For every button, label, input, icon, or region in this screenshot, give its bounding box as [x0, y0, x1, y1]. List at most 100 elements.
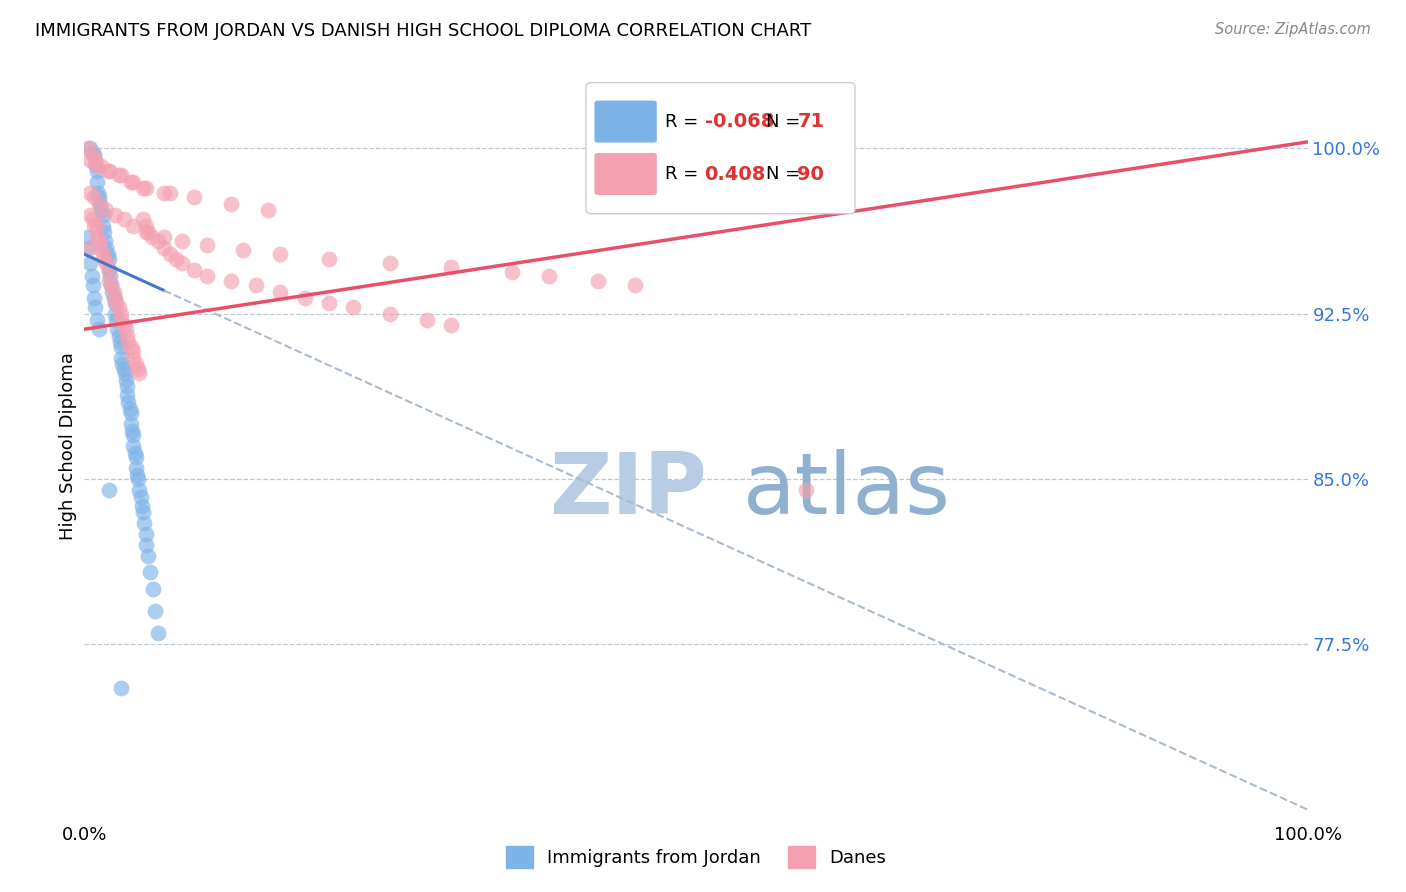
Point: [110, 307, 132, 321]
Point: [124, 445, 146, 459]
Point: [122, 351, 145, 365]
Point: [105, 322, 128, 336]
Point: [380, 307, 402, 321]
Point: [82, 278, 104, 293]
Point: [121, 424, 143, 438]
Point: [318, 295, 340, 310]
Point: [91, 247, 114, 261]
Point: [127, 472, 149, 486]
Point: [139, 565, 162, 579]
Point: [93, 252, 115, 266]
Point: [110, 313, 132, 327]
Text: R =: R =: [665, 165, 704, 183]
Point: [120, 175, 142, 189]
Point: [86, 219, 108, 233]
Point: [172, 256, 194, 270]
Point: [127, 362, 149, 376]
Point: [104, 291, 127, 305]
Point: [86, 175, 108, 189]
Point: [134, 516, 156, 530]
Point: [100, 278, 122, 293]
Point: [101, 285, 124, 299]
Point: [132, 212, 155, 227]
Point: [103, 285, 125, 299]
Point: [122, 439, 145, 453]
Point: [117, 335, 139, 350]
Point: [624, 278, 647, 293]
Point: [87, 234, 110, 248]
Text: IMMIGRANTS FROM JORDAN VS DANISH HIGH SCHOOL DIPLOMA CORRELATION CHART: IMMIGRANTS FROM JORDAN VS DANISH HIGH SC…: [35, 22, 811, 40]
Point: [146, 626, 169, 640]
Point: [112, 362, 135, 376]
Point: [219, 196, 242, 211]
Point: [82, 212, 104, 227]
Text: -0.068: -0.068: [704, 112, 773, 131]
Point: [794, 483, 817, 497]
Point: [183, 262, 205, 277]
Point: [80, 269, 103, 284]
Point: [135, 527, 157, 541]
Point: [112, 212, 135, 227]
Point: [232, 243, 254, 257]
Point: [103, 291, 125, 305]
Point: [136, 225, 159, 239]
Point: [105, 295, 128, 310]
Point: [269, 247, 291, 261]
Point: [96, 256, 118, 270]
Point: [125, 461, 148, 475]
Point: [110, 681, 132, 696]
Text: N =: N =: [766, 165, 800, 183]
Point: [143, 604, 166, 618]
Point: [120, 417, 142, 431]
Point: [77, 229, 100, 244]
Point: [87, 322, 110, 336]
Point: [104, 208, 127, 222]
Point: [128, 483, 150, 497]
Point: [114, 366, 136, 380]
Point: [105, 313, 128, 327]
Point: [125, 358, 148, 372]
Point: [94, 234, 117, 248]
Point: [84, 157, 107, 171]
Point: [97, 483, 120, 497]
Point: [83, 291, 105, 305]
Point: [86, 313, 108, 327]
Point: [440, 318, 463, 332]
Point: [115, 379, 138, 393]
Text: ZIP: ZIP: [550, 450, 707, 533]
Point: [122, 428, 145, 442]
Point: [107, 168, 129, 182]
Text: 90: 90: [797, 164, 824, 184]
Point: [90, 203, 112, 218]
Point: [142, 582, 165, 597]
Point: [79, 256, 101, 270]
Point: [90, 159, 112, 173]
Point: [131, 499, 153, 513]
Point: [159, 186, 181, 200]
Point: [120, 406, 142, 420]
Point: [87, 190, 110, 204]
Point: [77, 241, 100, 255]
Text: Source: ZipAtlas.com: Source: ZipAtlas.com: [1215, 22, 1371, 37]
Point: [100, 278, 122, 293]
Point: [104, 307, 127, 321]
Point: [96, 241, 118, 255]
Point: [80, 145, 103, 160]
Point: [120, 340, 142, 354]
Point: [195, 238, 218, 252]
Point: [108, 335, 131, 350]
Point: [86, 163, 108, 178]
Text: R =: R =: [665, 112, 704, 130]
Point: [122, 175, 145, 189]
Point: [115, 328, 138, 343]
Point: [79, 153, 101, 167]
Point: [97, 262, 120, 277]
Point: [132, 181, 155, 195]
Point: [159, 247, 181, 261]
Point: [172, 234, 194, 248]
Point: [135, 538, 157, 552]
Point: [129, 490, 152, 504]
Point: [125, 450, 148, 464]
Point: [416, 313, 439, 327]
Point: [586, 274, 609, 288]
